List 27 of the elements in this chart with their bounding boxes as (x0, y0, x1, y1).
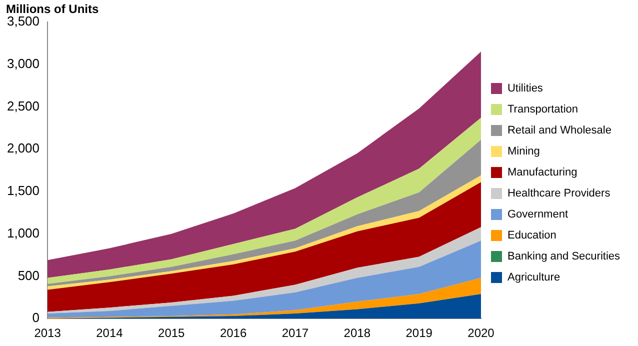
x-tick-label: 2019 (406, 326, 433, 340)
y-tick-label: 0 (32, 310, 40, 326)
y-tick-label: 2,500 (6, 98, 40, 114)
x-tick-label: 2020 (468, 326, 495, 340)
x-tick-label: 2018 (344, 326, 371, 340)
y-tick-label: 1,500 (6, 183, 40, 198)
x-tick-label: 2013 (34, 326, 62, 340)
legend-label: Banking and Securities (507, 250, 620, 263)
legend-label: Government (507, 208, 568, 221)
legend-label: Utilities (507, 82, 544, 95)
y-tick-label: 500 (18, 268, 40, 283)
y-tick-label: 1,000 (6, 225, 40, 240)
legend-label: Retail and Wholesale (507, 124, 612, 137)
y-tick-label: 3,500 (6, 14, 40, 29)
legend-label: Education (507, 230, 556, 242)
y-tick-label: 3,000 (6, 56, 40, 71)
y-tick-label: 2,000 (6, 140, 40, 156)
legend-label: Healthcare Providers (507, 188, 611, 200)
legend-label: Mining (507, 146, 540, 158)
y-axis-title: Millions of Units (6, 2, 99, 16)
x-tick-label: 2014 (96, 326, 124, 340)
legend-label: Agriculture (507, 272, 560, 284)
x-tick-label: 2016 (220, 326, 247, 340)
legend-label: Transportation (507, 104, 578, 116)
x-tick-label: 2017 (282, 326, 309, 340)
x-tick-label: 2015 (158, 326, 186, 340)
legend-label: Manufacturing (507, 166, 578, 179)
